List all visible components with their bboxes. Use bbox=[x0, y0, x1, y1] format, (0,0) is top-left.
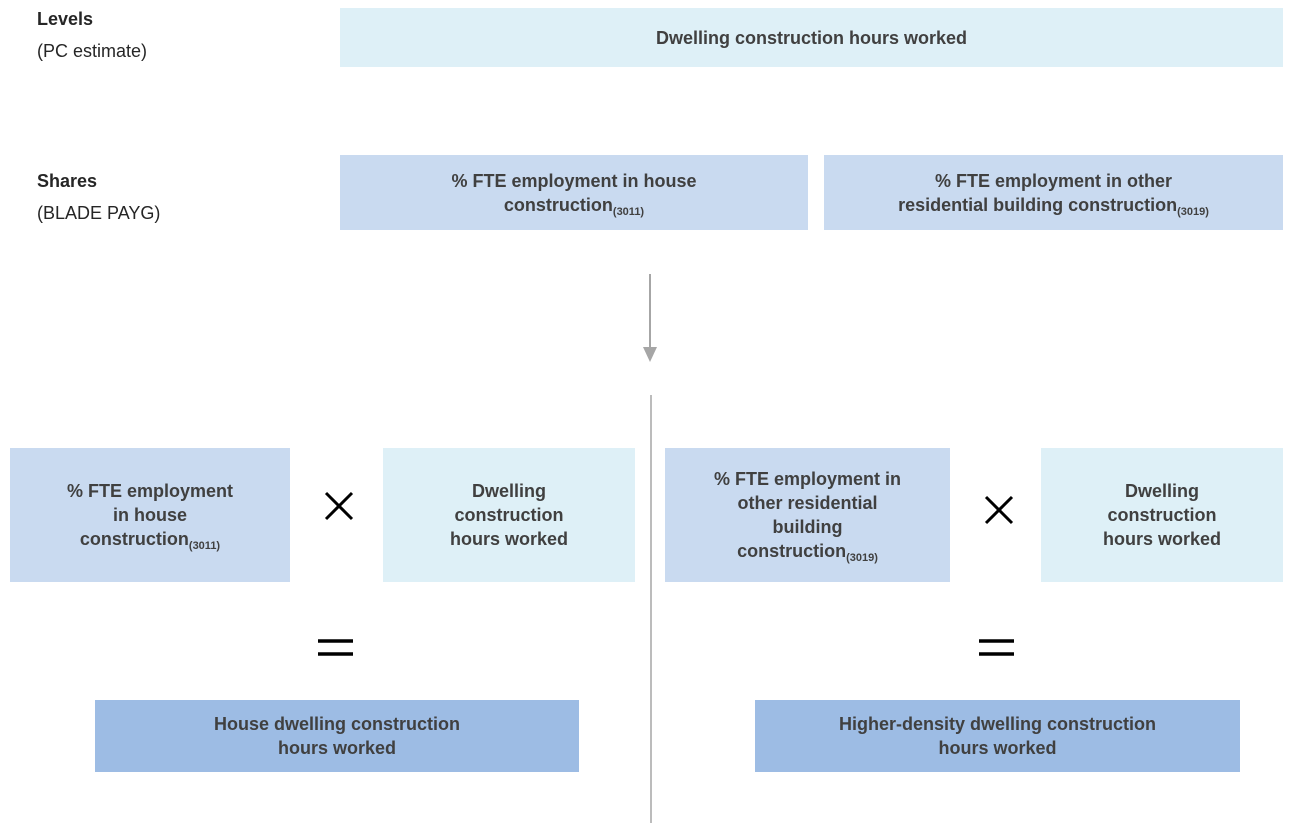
box-text: hours worked bbox=[938, 738, 1057, 758]
arrow-head bbox=[643, 347, 657, 362]
label-title: Levels bbox=[37, 9, 94, 29]
label-title: Shares bbox=[37, 171, 98, 191]
box-text: residential building construction bbox=[898, 194, 1178, 215]
box-text: Dwelling construction hours worked bbox=[655, 27, 968, 48]
other-share-box: % FTE employment in other residential buil… bbox=[665, 448, 950, 582]
box-text: construction bbox=[454, 505, 564, 525]
box-text: House dwelling construction bbox=[213, 714, 460, 734]
share-house-box: % FTE employment in house construction(30… bbox=[340, 155, 808, 230]
box-text: (3011) bbox=[612, 205, 645, 218]
house-hours-box: Dwelling construction hours worked bbox=[383, 448, 635, 582]
other-result-box: Higher-density dwelling construction hour… bbox=[755, 700, 1240, 772]
box-text: (3019) bbox=[1177, 205, 1209, 218]
box-text: building bbox=[772, 517, 843, 537]
label-note: (BLADE PAYG) bbox=[37, 203, 161, 223]
box-text: hours worked bbox=[449, 529, 569, 549]
box-text: Dwelling bbox=[471, 481, 546, 501]
box-text: other residential bbox=[737, 493, 878, 513]
box-text: % FTE employment bbox=[66, 481, 234, 501]
equals-left bbox=[318, 639, 353, 656]
box-text: Higher-density dwelling construction bbox=[838, 714, 1157, 734]
share-other-box: % FTE employment in other residential bui… bbox=[824, 155, 1283, 230]
box-text: construction bbox=[79, 529, 189, 549]
box-text: construction bbox=[737, 541, 847, 561]
box-text: construction bbox=[1107, 505, 1217, 525]
total-box: Dwelling construction hours worked bbox=[340, 8, 1283, 67]
box-text: Dwelling bbox=[1124, 481, 1199, 501]
house-result-box: House dwelling construction hours worked bbox=[95, 700, 579, 772]
box-text: hours worked bbox=[1102, 529, 1222, 549]
label-note: (PC estimate) bbox=[37, 41, 148, 61]
times-right bbox=[984, 495, 1014, 525]
levels-label: Levels (PC estimate) bbox=[37, 8, 147, 62]
box-text: % FTE employment in house bbox=[451, 170, 697, 191]
box-text: hours worked bbox=[277, 738, 396, 758]
other-hours-box: Dwelling construction hours worked bbox=[1041, 448, 1283, 582]
shares-label: Shares (BLADE PAYG) bbox=[37, 170, 160, 224]
box-text: construction bbox=[503, 194, 613, 215]
box-text: % FTE employment in bbox=[713, 469, 902, 489]
box-text: in house bbox=[112, 505, 187, 525]
house-share-box: % FTE employment in house construction(301… bbox=[10, 448, 290, 582]
box-text: (3019) bbox=[846, 552, 878, 564]
equals-right bbox=[979, 639, 1014, 656]
box-text: (3011) bbox=[188, 540, 221, 552]
box-text: % FTE employment in other bbox=[934, 170, 1172, 191]
times-left bbox=[324, 491, 354, 521]
